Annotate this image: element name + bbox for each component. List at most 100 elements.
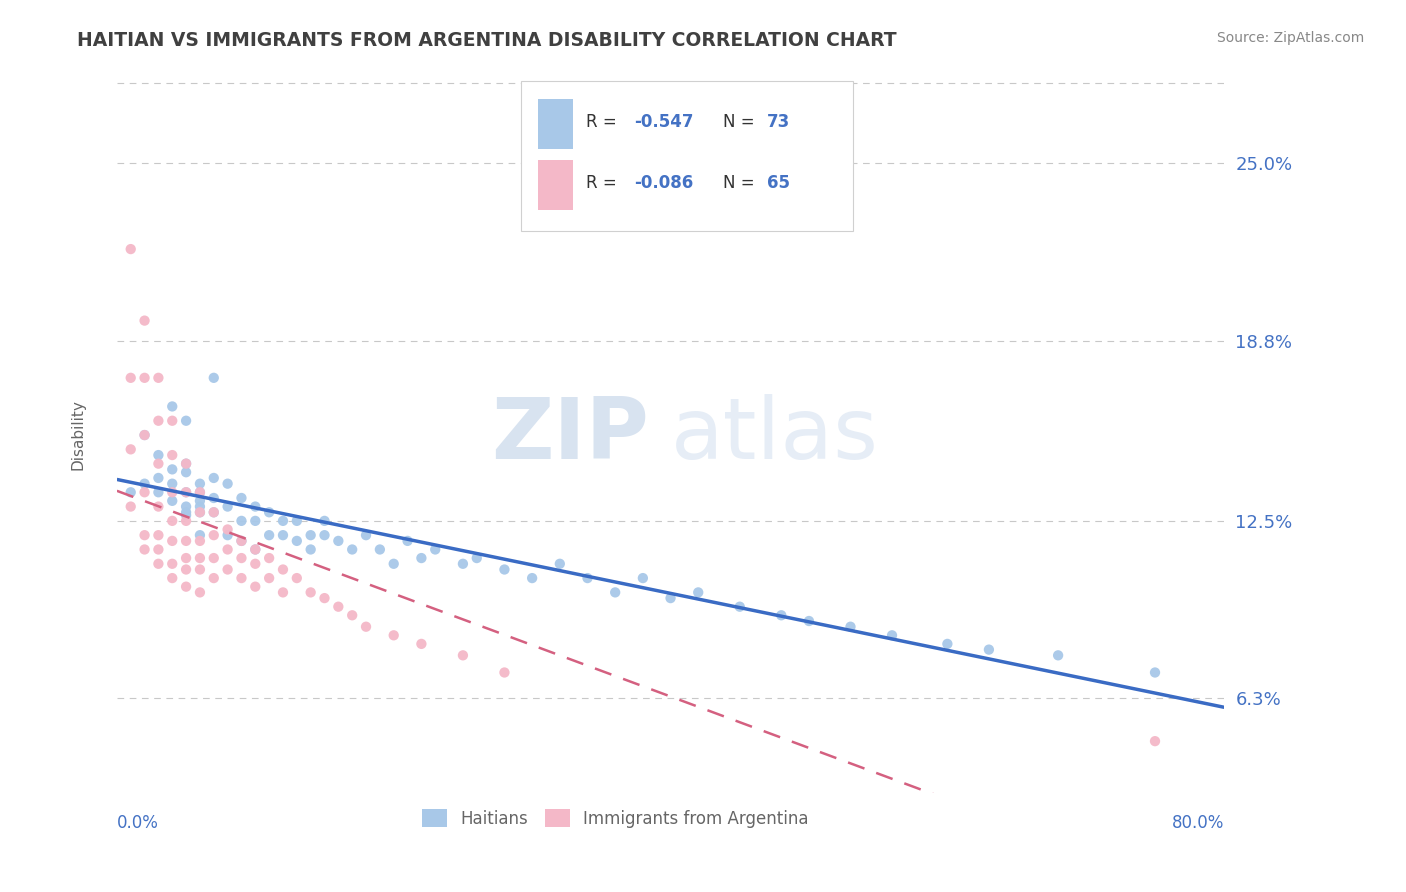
Point <box>285 571 308 585</box>
Point <box>217 562 239 576</box>
Point <box>188 551 211 566</box>
Point <box>285 514 308 528</box>
Point <box>314 591 336 606</box>
Point <box>411 637 433 651</box>
Point <box>202 528 225 542</box>
Point <box>174 562 197 576</box>
Point <box>977 642 1000 657</box>
Point <box>162 557 184 571</box>
Text: Source: ZipAtlas.com: Source: ZipAtlas.com <box>1216 31 1364 45</box>
Point <box>134 428 156 442</box>
Point <box>188 485 211 500</box>
Point <box>202 551 225 566</box>
Point <box>411 551 433 566</box>
Point <box>631 571 654 585</box>
Point <box>148 371 170 385</box>
Point <box>188 533 211 548</box>
Point <box>340 542 363 557</box>
Point <box>162 571 184 585</box>
Point <box>134 313 156 327</box>
Point <box>120 442 142 457</box>
Point <box>217 528 239 542</box>
Point <box>299 542 322 557</box>
Point <box>148 414 170 428</box>
Point <box>120 500 142 514</box>
Point <box>257 528 280 542</box>
Point <box>257 505 280 519</box>
Text: 65: 65 <box>766 174 790 192</box>
Point <box>314 514 336 528</box>
Point <box>148 457 170 471</box>
Point <box>548 557 571 571</box>
Point <box>451 648 474 663</box>
Point <box>245 557 267 571</box>
Point <box>231 551 253 566</box>
Point <box>174 414 197 428</box>
Point <box>174 485 197 500</box>
Point <box>188 485 211 500</box>
Point <box>134 371 156 385</box>
Point <box>245 500 267 514</box>
Point <box>162 514 184 528</box>
Point <box>1047 648 1070 663</box>
Point <box>425 542 447 557</box>
Point <box>494 665 516 680</box>
Text: Disability: Disability <box>70 400 86 470</box>
Point <box>340 608 363 623</box>
Point <box>174 457 197 471</box>
Point <box>134 476 156 491</box>
Point <box>1143 665 1166 680</box>
Text: R =: R = <box>586 174 623 192</box>
Point <box>688 585 710 599</box>
Point <box>162 448 184 462</box>
Point <box>382 557 405 571</box>
Point <box>148 471 170 485</box>
Point <box>217 542 239 557</box>
Text: N =: N = <box>723 113 759 131</box>
Point <box>797 614 820 628</box>
Text: ZIP: ZIP <box>491 393 648 476</box>
Point <box>728 599 751 614</box>
Point <box>188 493 211 508</box>
Point <box>231 571 253 585</box>
FancyBboxPatch shape <box>522 81 853 231</box>
Point <box>285 533 308 548</box>
Point <box>162 533 184 548</box>
Point <box>120 485 142 500</box>
Point <box>328 599 350 614</box>
Point <box>174 508 197 523</box>
Point <box>162 400 184 414</box>
Point <box>465 551 488 566</box>
Point <box>188 505 211 519</box>
Point <box>148 528 170 542</box>
Point <box>174 505 197 519</box>
Point <box>231 533 253 548</box>
Point <box>148 485 170 500</box>
Text: 0.0%: 0.0% <box>117 814 159 832</box>
Point <box>396 533 419 548</box>
Point <box>188 585 211 599</box>
Point <box>368 542 391 557</box>
Point <box>382 628 405 642</box>
Point <box>202 471 225 485</box>
Point <box>257 571 280 585</box>
Point <box>174 465 197 479</box>
Point <box>202 571 225 585</box>
Point <box>174 485 197 500</box>
Point <box>231 514 253 528</box>
Point <box>202 371 225 385</box>
Point <box>174 500 197 514</box>
Point <box>271 514 294 528</box>
Point <box>188 505 211 519</box>
Text: -0.086: -0.086 <box>634 174 693 192</box>
Point <box>188 528 211 542</box>
Point <box>880 628 903 642</box>
Text: 73: 73 <box>766 113 790 131</box>
Point <box>188 500 211 514</box>
FancyBboxPatch shape <box>537 99 574 149</box>
Point <box>174 457 197 471</box>
Point <box>936 637 959 651</box>
Point <box>299 528 322 542</box>
Point <box>299 585 322 599</box>
Point <box>162 493 184 508</box>
